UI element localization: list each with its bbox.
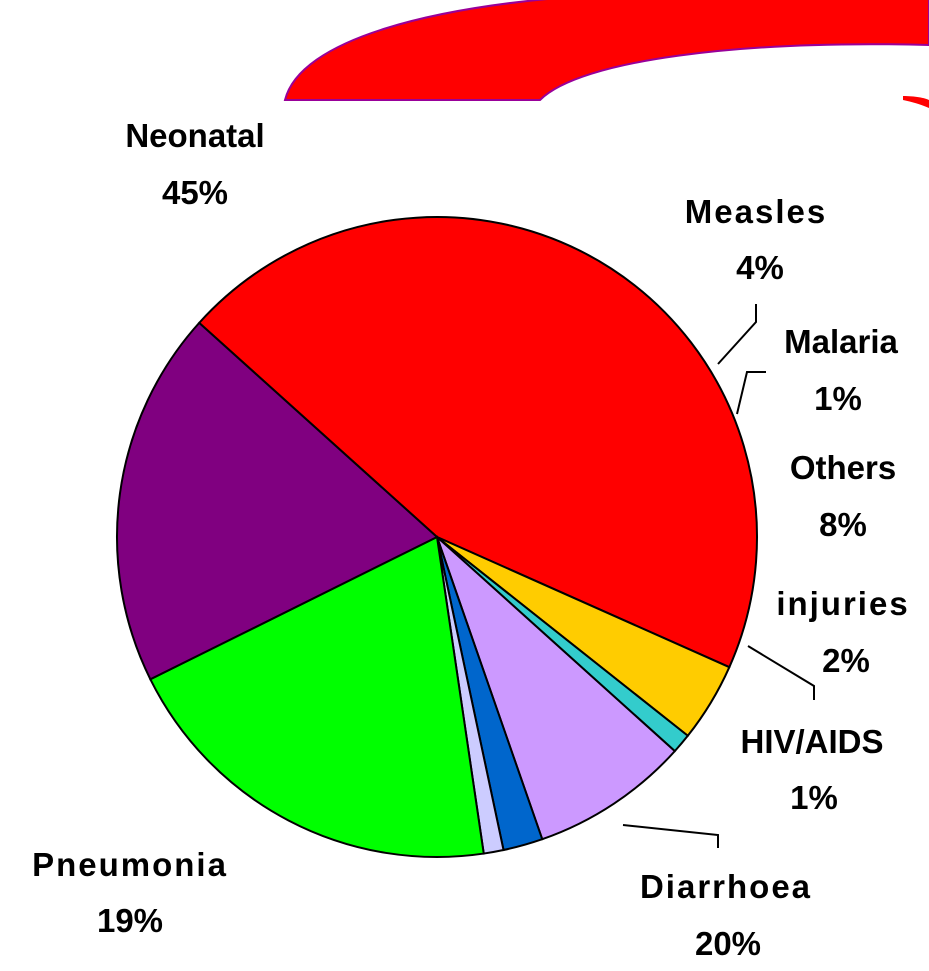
label-neonatal-value: 45% — [162, 174, 228, 211]
leader-line-measles — [717, 304, 757, 365]
pie-slice-pneumonia — [115, 321, 439, 681]
label-others-value: 8% — [819, 506, 867, 543]
label-diarrhoea-name: Diarrhoea — [640, 868, 812, 905]
pie-slice-others — [436, 536, 677, 841]
leader-line-hiv-aids — [747, 645, 815, 700]
label-pneumonia-value: 19% — [97, 902, 163, 939]
label-others-name: Others — [790, 449, 896, 486]
label-hiv-aids-value: 1% — [790, 779, 838, 816]
decorative-banner — [283, 0, 929, 108]
banner-curl — [903, 96, 929, 108]
label-injuries-value: 2% — [822, 642, 870, 679]
label-diarrhoea-value: 20% — [695, 925, 761, 962]
pie-slices — [115, 216, 758, 858]
pie-slice-neonatal — [197, 216, 758, 669]
leader-lines — [622, 304, 815, 848]
label-injuries-name: injuries — [776, 585, 909, 622]
label-measles-name: Measles — [685, 193, 827, 230]
label-malaria-name: Malaria — [784, 323, 898, 360]
leader-line-diarrhoea — [622, 824, 719, 848]
leader-line-malaria — [736, 371, 766, 415]
banner-swoosh — [283, 0, 929, 101]
label-malaria-value: 1% — [814, 380, 862, 417]
pie-slice-diarrhoea — [149, 535, 485, 858]
slice-labels: Neonatal 45% Measles 4% Malaria 1% Other… — [32, 117, 909, 962]
label-hiv-aids-name: HIV/AIDS — [740, 723, 883, 760]
label-pneumonia-name: Pneumonia — [32, 846, 228, 883]
label-measles-value: 4% — [736, 249, 784, 286]
label-neonatal-name: Neonatal — [125, 117, 264, 154]
